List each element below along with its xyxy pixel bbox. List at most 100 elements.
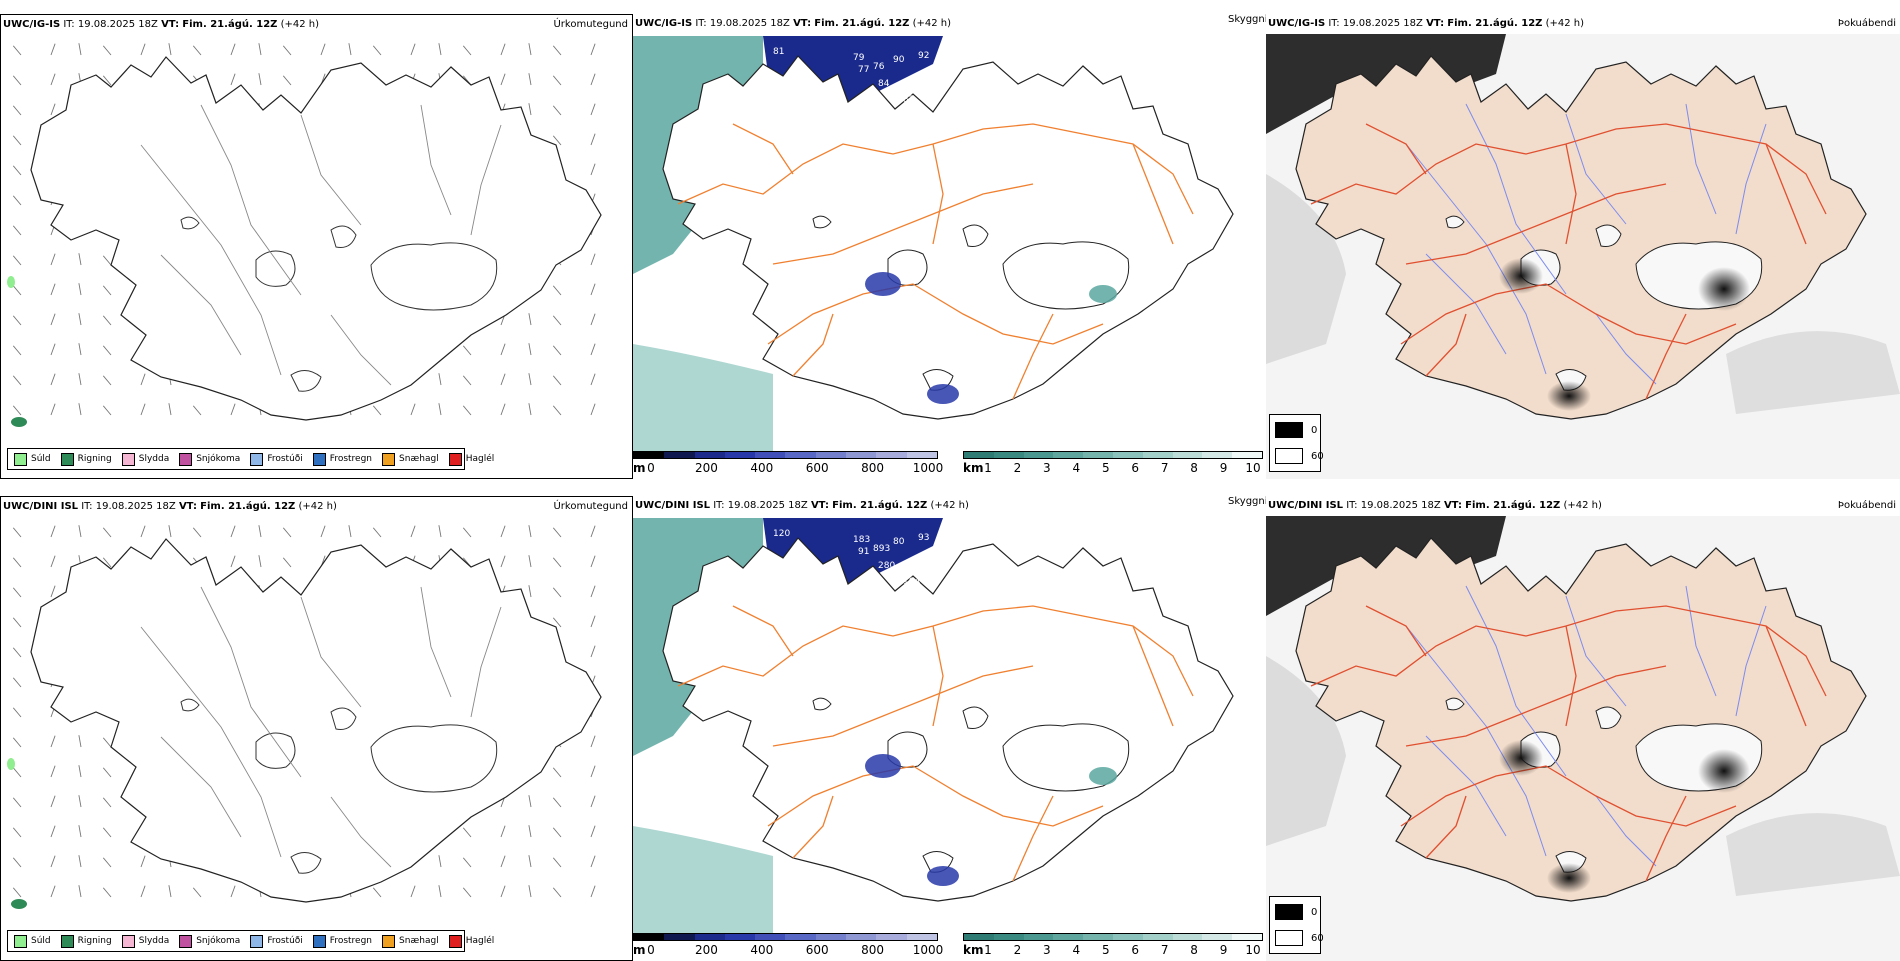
panel-title: UWC/IG-IS IT: 19.08.2025 18Z VT: Fim. 21… xyxy=(635,18,951,29)
colorbar-tick: 7 xyxy=(1160,461,1169,475)
title-it-label: IT: xyxy=(695,18,707,29)
road-line xyxy=(1565,625,1577,727)
iceland-outline xyxy=(662,55,1234,420)
precip-map xyxy=(7,525,602,909)
wind-barb xyxy=(12,345,22,356)
wind-barb xyxy=(282,75,292,86)
wind-barb xyxy=(168,525,172,538)
river-line xyxy=(1405,625,1547,857)
river-line xyxy=(1735,605,1767,717)
wind-barb xyxy=(552,285,562,296)
dense-swatch xyxy=(1275,904,1303,920)
river-line xyxy=(1425,735,1507,837)
wind-barb xyxy=(590,735,596,748)
wind-barb xyxy=(528,555,532,568)
fog-gradient-area xyxy=(1726,331,1900,414)
legend-label: Snjókoma xyxy=(196,454,241,464)
glacier-outline xyxy=(330,225,357,248)
fog-indicator-title: Þokuábendi xyxy=(1837,18,1896,29)
wind-barb xyxy=(528,43,532,56)
road-line xyxy=(1400,765,1737,827)
title-it-label: IT: xyxy=(1328,18,1340,29)
legend-swatch xyxy=(382,452,396,466)
cloud-base-colorbar: m 0 200 400 600 800 1000 xyxy=(633,933,943,961)
road-line xyxy=(1400,283,1737,345)
cloud-base-label: 81 xyxy=(813,91,824,101)
wind-barb xyxy=(50,73,56,86)
legend-item: Rigning xyxy=(60,934,112,948)
wind-barb xyxy=(590,795,596,808)
title-it-label: IT: xyxy=(1346,500,1358,511)
wind-barb xyxy=(552,827,562,838)
legend-item: Frostregn xyxy=(312,452,372,466)
wind-barb xyxy=(50,43,56,56)
legend-item: Snjókoma xyxy=(179,934,240,948)
wind-barb xyxy=(78,283,82,296)
cloud-base-label: 81 xyxy=(773,47,784,57)
wind-barb xyxy=(462,827,472,838)
river-line xyxy=(1595,795,1657,867)
road-line xyxy=(767,765,1104,827)
wind-barb xyxy=(12,737,22,748)
wind-barb xyxy=(12,767,22,778)
road-line xyxy=(1405,183,1667,265)
title-model: UWC/DINI ISL xyxy=(3,501,79,512)
wind-barb xyxy=(590,615,596,628)
wind-barb xyxy=(78,403,82,416)
wind-barb xyxy=(12,225,22,236)
wind-barb xyxy=(462,857,472,868)
river-line xyxy=(1425,253,1507,355)
wind-barb xyxy=(78,855,82,868)
wind-barb xyxy=(168,403,172,416)
cloud-base-label: 280 xyxy=(878,561,895,571)
legend-item: Súld xyxy=(14,452,51,466)
colorbar-tick: 3 xyxy=(1043,461,1051,475)
cloud-base-label: 90 xyxy=(893,55,905,65)
colorbar-tick: 0 xyxy=(647,461,655,475)
river-line xyxy=(1565,595,1627,707)
wind-barb xyxy=(102,75,112,86)
wind-barb xyxy=(590,343,596,356)
wind-barb xyxy=(282,45,292,56)
title-lead: (+42 h) xyxy=(1563,500,1602,511)
glacier-outline xyxy=(812,215,832,229)
title-it-value: 19.08.2025 18Z xyxy=(1342,18,1423,29)
cloud-base-map: 81 79 90 92 82 77 76 84 86 81 87 90 82 90 xyxy=(633,36,1234,454)
wind-barb xyxy=(552,345,562,356)
wind-barb xyxy=(102,557,112,568)
wind-barb xyxy=(258,555,262,568)
wind-barb xyxy=(78,525,82,538)
wind-barb xyxy=(78,313,82,326)
wind-barb xyxy=(462,45,472,56)
wind-barb xyxy=(462,405,472,416)
road-line xyxy=(1132,143,1174,245)
legend-item: Snjókoma xyxy=(179,452,241,466)
legend-swatch xyxy=(382,934,396,948)
fog-indicator-panel: UWC/IG-IS IT: 19.08.2025 18Z VT: Fim. 21… xyxy=(1266,14,1900,479)
iceland-outline xyxy=(30,56,602,421)
wind-barb xyxy=(192,527,202,538)
glacier-outline xyxy=(255,732,296,769)
colorbar-tick: 10 xyxy=(1245,943,1261,957)
colorbar-tick: 8 xyxy=(1190,461,1198,475)
wind-barb xyxy=(590,885,596,898)
precip-type-title: Úrkomutegund xyxy=(553,501,628,512)
legend-swatch xyxy=(14,934,27,948)
wind-barb xyxy=(78,343,82,356)
wind-barb xyxy=(462,345,472,356)
title-it-label: IT: xyxy=(63,19,75,30)
precip-type-legend: Súld Rigning Slydda Snjókoma Frostúði Frostre… xyxy=(7,930,494,952)
wind-barb xyxy=(590,373,596,386)
wind-barb xyxy=(192,887,202,898)
wind-barb xyxy=(438,855,442,868)
wind-barb xyxy=(78,253,82,266)
road-line xyxy=(772,183,1034,265)
wind-barb xyxy=(528,73,532,86)
wind-barb xyxy=(50,313,56,326)
wind-barb xyxy=(552,587,562,598)
river-line xyxy=(330,796,392,868)
precip-map xyxy=(7,43,602,427)
wind-barb xyxy=(50,735,56,748)
wind-barb xyxy=(12,587,22,598)
wind-barb xyxy=(500,885,506,898)
